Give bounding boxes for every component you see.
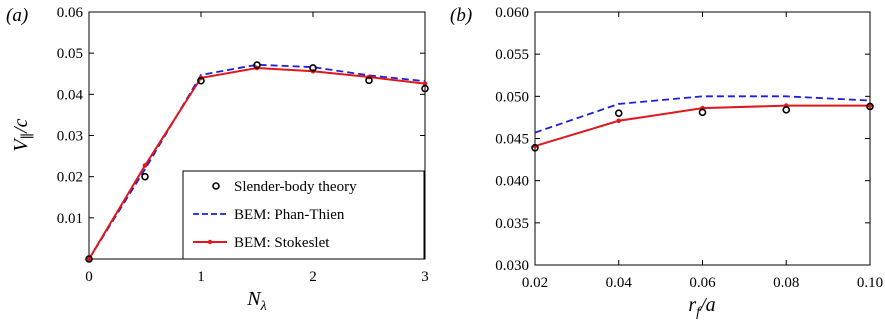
y-tick-label: 0.02 xyxy=(57,170,83,186)
series-point-slender-body-theory xyxy=(866,102,874,111)
legend-label-phan-thien: BEM: Phan-Thien xyxy=(234,207,345,223)
y-tick-label: 0.06 xyxy=(57,5,84,21)
y-tick-label: 0.060 xyxy=(495,5,529,21)
panel-b-label: (b) xyxy=(450,5,472,26)
legend: Slender-body theory BEM: Phan-Thien BEM:… xyxy=(182,170,425,260)
y-tick-label: 0.055 xyxy=(495,47,529,63)
y-tick-label: 0.050 xyxy=(495,89,529,105)
panel-a-xlabel: Nλ xyxy=(246,288,266,314)
series-point-slender-body-theory xyxy=(141,172,149,181)
series-point-bem-stokeslet xyxy=(142,163,148,168)
y-tick-label: 0.035 xyxy=(495,216,529,232)
x-tick-label: 2 xyxy=(309,269,317,285)
series-point-bem-stokeslet xyxy=(422,81,428,86)
legend-label-stokeslet: BEM: Stokeslet xyxy=(234,235,330,251)
x-tick-label: 0.04 xyxy=(606,275,633,291)
panel-a-y-ticks: 0.01 0.02 0.03 0.04 0.05 0.06 xyxy=(57,5,425,227)
panel-a-series xyxy=(85,61,429,263)
legend-marker-sbt xyxy=(212,182,220,190)
x-tick-label: 0 xyxy=(85,269,93,285)
legend-dot-stokeslet xyxy=(207,239,213,245)
x-tick-label: 3 xyxy=(421,269,429,285)
y-tick-label: 0.05 xyxy=(57,46,83,62)
x-tick-label: 0.08 xyxy=(773,275,799,291)
series-point-bem-stokeslet xyxy=(86,256,92,262)
y-tick-label: 0.045 xyxy=(495,132,529,148)
y-tick-label: 0.01 xyxy=(57,211,83,227)
panel-b-frame xyxy=(534,11,871,266)
legend-label-sbt: Slender-body theory xyxy=(234,179,357,195)
x-tick-label: 0.02 xyxy=(522,275,548,291)
panel-b-y-ticks: 0.030 0.035 0.040 0.045 0.050 0.055 0.060 xyxy=(495,5,870,274)
series-point-slender-body-theory xyxy=(85,255,93,263)
series-point-slender-body-theory xyxy=(253,61,261,69)
series-point-slender-body-theory xyxy=(531,143,539,152)
series-point-slender-body-theory xyxy=(782,106,791,114)
series-line-bem-phan-thien xyxy=(534,95,871,134)
series-point-slender-body-theory xyxy=(197,76,205,85)
y-tick-label: 0.04 xyxy=(57,87,84,103)
series-point-bem-stokeslet xyxy=(616,118,622,124)
series-point-slender-body-theory xyxy=(309,64,317,72)
panel-b-x-ticks: 0.02 0.04 0.06 0.08 0.10 xyxy=(522,12,883,291)
y-tick-label: 0.040 xyxy=(495,174,529,190)
series-line-bem-stokeslet xyxy=(534,104,870,148)
panel-a-ylabel: V∥/c xyxy=(10,118,36,151)
x-tick-label: 0.06 xyxy=(689,275,716,291)
panel-b: (b) 0.0300.0350.0400.0450.0500.0550.060 … xyxy=(450,5,883,320)
series-point-slender-body-theory xyxy=(365,76,373,85)
series-point-slender-body-theory xyxy=(421,84,429,93)
x-tick-label: 0.10 xyxy=(857,275,883,291)
x-tick-label: 1 xyxy=(197,269,205,285)
panel-b-xlabel: rf/a xyxy=(688,294,715,320)
series-point-slender-body-theory xyxy=(614,109,623,117)
y-tick-label: 0.03 xyxy=(57,129,83,145)
panel-b-series xyxy=(531,95,874,152)
series-point-slender-body-theory xyxy=(698,108,707,117)
y-tick-label: 0.030 xyxy=(495,258,529,274)
panel-a-label: (a) xyxy=(6,5,28,26)
legend-box xyxy=(182,170,425,260)
panel-a: (a) 0.01 0.02 0.03 0.04 0.05 0.06 0 1 2 3 Nλ V∥/… xyxy=(6,5,429,314)
